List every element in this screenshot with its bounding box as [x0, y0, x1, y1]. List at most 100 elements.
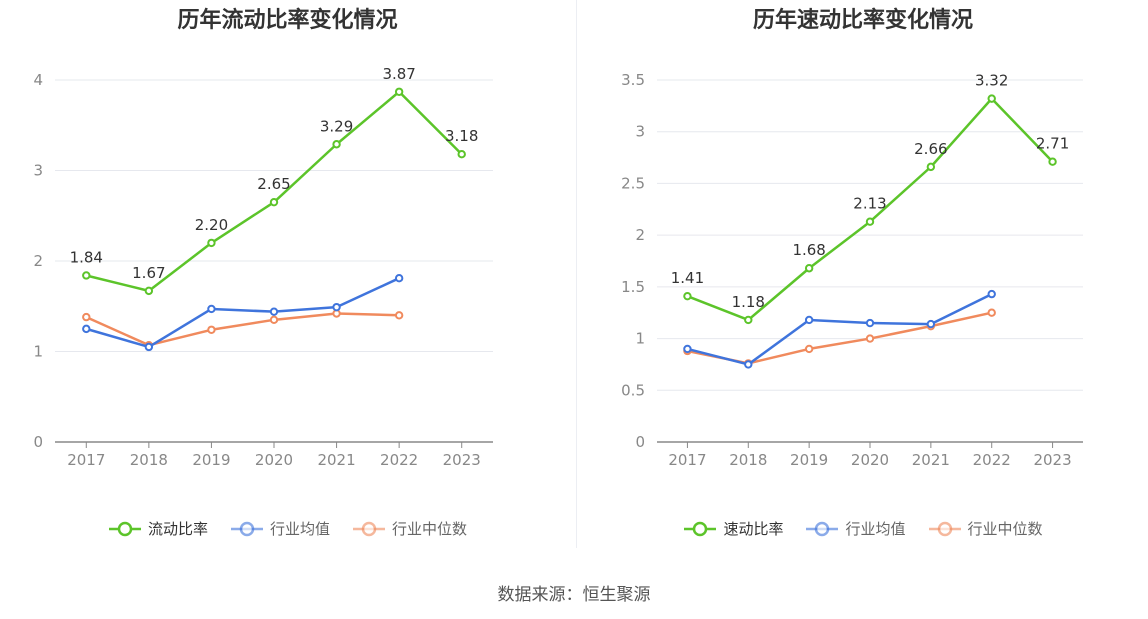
- current-ratio-chart: 0 1 2 3 4 2017 2018 2019 2020 2021 2022 2023 1.84 1.6…: [33, 65, 493, 469]
- data-point[interactable]: [332, 302, 341, 312]
- data-point[interactable]: [865, 318, 875, 328]
- x-tick-label: 2021: [317, 451, 355, 469]
- data-point[interactable]: [144, 286, 154, 296]
- data-point[interactable]: [394, 311, 404, 320]
- chart-title: 历年速动比率变化情况: [752, 8, 973, 33]
- legend-item[interactable]: 流动比率: [108, 518, 208, 539]
- x-tick-label: 2022: [380, 451, 418, 469]
- legend-label: 行业中位数: [392, 520, 468, 538]
- legend-item[interactable]: 行业中位数: [352, 518, 467, 539]
- data-label: 1.84: [70, 248, 103, 266]
- data-point[interactable]: [987, 308, 996, 317]
- series-line: [85, 312, 400, 347]
- data-point[interactable]: [82, 312, 91, 322]
- legend-marker-icon: [353, 521, 385, 536]
- x-tick-label: 2022: [973, 451, 1011, 469]
- x-tick-label: 2023: [1033, 451, 1071, 469]
- data-point[interactable]: [82, 271, 91, 280]
- legend-item[interactable]: 行业均值: [230, 518, 330, 539]
- data-point[interactable]: [144, 342, 154, 352]
- y-tick-label: 1.5: [621, 278, 645, 296]
- y-tick-label: 0: [635, 433, 645, 451]
- chart-legend: 流动比率 行业均值 行业中位数: [0, 518, 575, 539]
- data-point[interactable]: [394, 87, 404, 96]
- data-point[interactable]: [804, 264, 814, 273]
- x-tick-label: 2019: [192, 451, 230, 469]
- data-point[interactable]: [269, 315, 279, 325]
- panel-divider: [576, 0, 577, 548]
- legend-marker-icon: [806, 521, 839, 536]
- data-point[interactable]: [457, 150, 466, 159]
- legend-marker-icon: [684, 521, 717, 536]
- data-point[interactable]: [683, 291, 692, 301]
- data-point[interactable]: [926, 319, 936, 329]
- data-point[interactable]: [926, 162, 936, 172]
- data-point[interactable]: [207, 304, 216, 314]
- series-line: [687, 292, 993, 366]
- data-point[interactable]: [332, 140, 341, 149]
- x-tick-label: 2018: [130, 451, 168, 469]
- data-source: 数据来源：恒生聚源: [497, 585, 651, 605]
- data-label: 2.20: [195, 216, 228, 234]
- x-tick-label: 2020: [255, 451, 293, 469]
- legend-item[interactable]: 速动比率: [683, 518, 783, 539]
- chart-title: 历年流动比率变化情况: [177, 8, 398, 33]
- data-label: 2.66: [914, 140, 947, 158]
- data-point[interactable]: [269, 307, 279, 316]
- data-point[interactable]: [1048, 157, 1057, 166]
- y-tick-label: 0.5: [621, 381, 645, 399]
- legend-item[interactable]: 行业中位数: [928, 518, 1043, 539]
- y-tick-label: 3.5: [621, 71, 645, 89]
- quick-ratio-panel: 历年速动比率变化情况 0 0.5 1 1.5 2 2.5 3 3.5 2017 2018 2019 2…: [578, 0, 1148, 560]
- x-tick-label: 2018: [729, 451, 767, 469]
- y-tick-label: 2: [33, 252, 43, 270]
- data-point[interactable]: [804, 315, 814, 325]
- y-tick-label: 1: [635, 330, 645, 348]
- data-point[interactable]: [865, 217, 875, 226]
- legend-marker-icon: [230, 521, 263, 536]
- data-label: 3.87: [382, 65, 415, 83]
- data-point[interactable]: [394, 273, 404, 283]
- data-point[interactable]: [82, 324, 91, 334]
- y-tick-label: 1: [33, 343, 43, 361]
- legend-label: 行业均值: [269, 520, 330, 538]
- legend-marker-icon: [928, 521, 961, 536]
- data-label: 1.67: [132, 264, 165, 282]
- x-tick-label: 2020: [851, 451, 889, 469]
- data-point[interactable]: [987, 289, 996, 299]
- data-point[interactable]: [683, 344, 692, 354]
- data-label: 2.65: [257, 175, 290, 193]
- data-point[interactable]: [744, 315, 753, 325]
- x-tick-label: 2017: [668, 451, 706, 469]
- y-tick-label: 3: [33, 162, 43, 180]
- data-label: 2.71: [1036, 135, 1069, 153]
- x-tick-label: 2019: [790, 451, 828, 469]
- data-label: 3.29: [320, 117, 353, 135]
- x-tick-label: 2021: [912, 451, 950, 469]
- data-point[interactable]: [269, 197, 279, 207]
- legend-label: 流动比率: [147, 520, 208, 538]
- data-label: 3.18: [445, 127, 478, 145]
- data-point[interactable]: [207, 238, 216, 248]
- legend-label: 行业均值: [845, 520, 906, 538]
- legend-item[interactable]: 行业均值: [805, 518, 906, 539]
- series-line: [85, 277, 400, 349]
- data-point[interactable]: [207, 325, 216, 334]
- data-label: 1.18: [732, 293, 765, 311]
- data-label: 3.32: [975, 72, 1008, 90]
- data-point[interactable]: [804, 344, 814, 354]
- data-point[interactable]: [865, 334, 875, 343]
- quick-ratio-chart: 0 0.5 1 1.5 2 2.5 3 3.5 2017 2018 2019 2020 2021 2022…: [621, 71, 1083, 469]
- y-tick-label: 0: [33, 433, 43, 451]
- y-tick-label: 2.5: [621, 174, 645, 192]
- y-tick-label: 2: [635, 226, 645, 244]
- legend-label: 行业中位数: [967, 520, 1043, 538]
- legend-marker-icon: [108, 521, 141, 536]
- data-label: 2.13: [853, 195, 886, 213]
- legend-label: 速动比率: [723, 520, 784, 538]
- x-tick-label: 2023: [443, 451, 481, 469]
- data-point[interactable]: [744, 360, 753, 369]
- data-point[interactable]: [987, 94, 996, 103]
- y-tick-label: 3: [635, 123, 645, 141]
- current-ratio-panel: 历年流动比率变化情况 0 1 2 3 4 2017 2018 2019 2020 2021 2022…: [0, 0, 575, 560]
